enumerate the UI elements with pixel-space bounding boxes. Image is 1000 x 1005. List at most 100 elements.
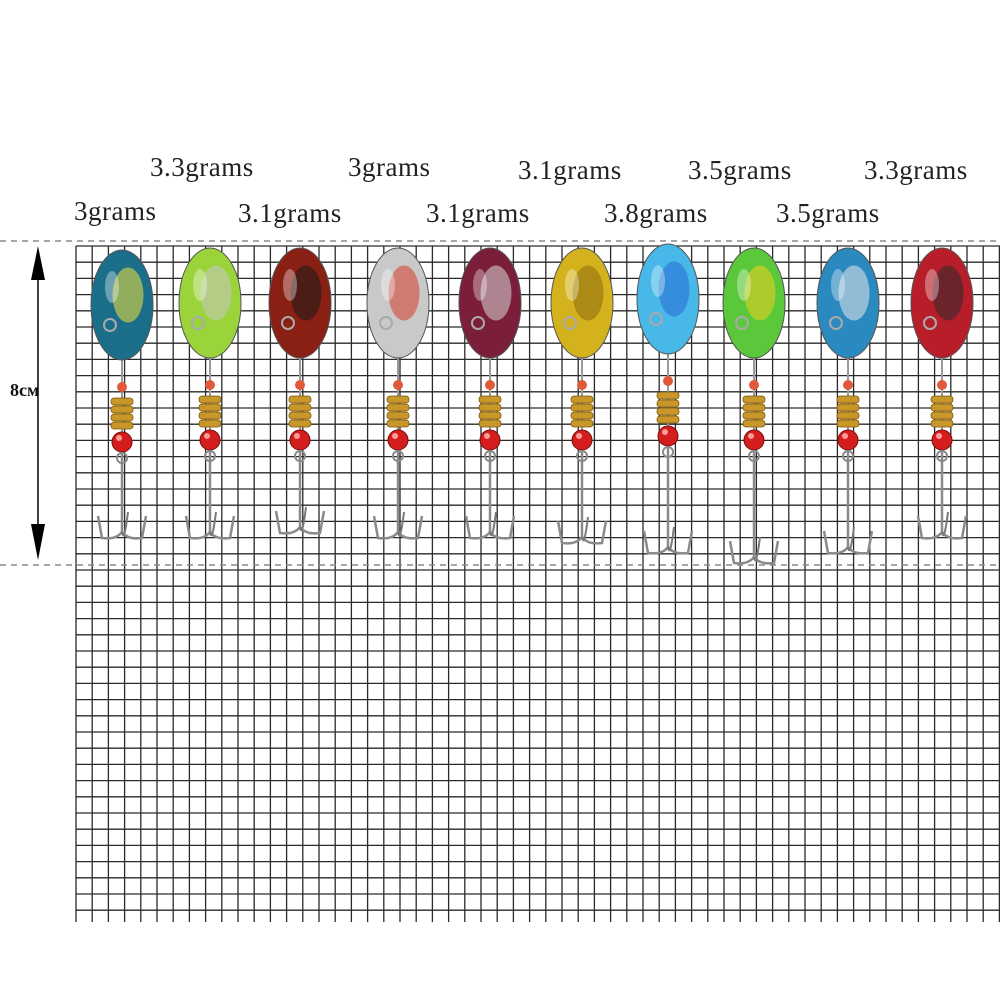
lure-body-ring [198, 419, 222, 428]
lure-small-bead [485, 380, 495, 390]
hook-point-left [556, 520, 583, 545]
hook-point-center [489, 511, 497, 537]
lure-red-bead [479, 429, 501, 451]
lure-swivel [379, 316, 393, 330]
lure-small-bead [117, 382, 127, 392]
hook-eye [662, 446, 674, 458]
lure-blade-accent [290, 265, 322, 321]
lure-swivel [563, 316, 577, 330]
spinner-lure [550, 247, 614, 545]
lure-weight-label: 3.1grams [426, 198, 530, 228]
lure-body-ring [198, 403, 222, 412]
lure-red-bead [743, 429, 765, 451]
lure-weight-label: 3.5grams [688, 155, 792, 185]
hook-point-center [397, 511, 405, 537]
lure-swivel [829, 316, 843, 330]
hook-point-left [184, 515, 211, 540]
hook-eye [204, 450, 216, 462]
lure-body-ring [656, 415, 680, 424]
lure-body-ring [198, 411, 222, 420]
lure-body-ring [198, 395, 222, 404]
hook-eye [392, 450, 404, 462]
lure-red-bead [199, 429, 221, 451]
lure-red-bead-shine [392, 433, 398, 439]
lure-body-ring [478, 395, 502, 404]
lure-blade-highlight [105, 271, 119, 303]
spinner-lure [816, 247, 880, 555]
lure-red-bead-shine [204, 433, 210, 439]
lure-weight-label: 3.1grams [238, 198, 342, 228]
hook-point-left [464, 515, 491, 540]
hook-eye [842, 450, 854, 462]
lure-body-ring [570, 395, 594, 404]
spinner-lure [178, 247, 242, 540]
lure-blade-highlight [193, 269, 207, 301]
hook-eye [484, 450, 496, 462]
lure-small-bead [937, 380, 947, 390]
lure-small-bead [577, 380, 587, 390]
spinner-lure [636, 243, 700, 555]
lure-blade-accent [744, 265, 776, 321]
hook-point-center [299, 506, 307, 532]
lure-body-ring [570, 419, 594, 428]
lure-swivel [103, 318, 117, 332]
lure-body-ring [836, 403, 860, 412]
lure-small-bead [205, 380, 215, 390]
lure-blade-accent [480, 265, 512, 321]
hook-point-center [121, 511, 129, 537]
lure-body-ring [110, 421, 134, 430]
hook-point-center [753, 536, 761, 562]
lure-blade-accent [838, 265, 870, 321]
lure-body-ring [478, 403, 502, 412]
hook-eye [748, 450, 760, 462]
lure-blade-highlight [925, 269, 939, 301]
lure-blade-accent [572, 265, 604, 321]
spinner-lure [910, 247, 974, 540]
lure-body-ring [836, 395, 860, 404]
hook-eye [936, 450, 948, 462]
lure-body-ring [110, 397, 134, 406]
lure-weight-label: 3.3grams [864, 155, 968, 185]
dimension-arrow [31, 246, 45, 560]
lure-body-ring [930, 411, 954, 420]
lure-red-bead-shine [484, 433, 490, 439]
lure-small-bead [843, 380, 853, 390]
lure-swivel [471, 316, 485, 330]
lure-body-ring [386, 403, 410, 412]
hook-point-center [667, 526, 675, 552]
lure-blade-accent [200, 265, 232, 321]
lure-blade-highlight [565, 269, 579, 301]
hook-point-center [847, 526, 855, 552]
lure-body-ring [288, 419, 312, 428]
lure-body-ring [656, 391, 680, 400]
lure-red-bead [657, 425, 679, 447]
lure-body-ring [570, 411, 594, 420]
lure-body-ring [930, 395, 954, 404]
lure-blade-highlight [651, 265, 665, 297]
lure-body-ring [742, 403, 766, 412]
lure-red-bead [111, 431, 133, 453]
lure-body-ring [930, 419, 954, 428]
lure-blade-highlight [737, 269, 751, 301]
lure-red-bead-shine [936, 433, 942, 439]
lure-body-ring [836, 411, 860, 420]
lure-body-ring [656, 399, 680, 408]
lure-red-bead-shine [116, 435, 122, 441]
lure-body-ring [742, 411, 766, 420]
lure-blade-accent [658, 261, 690, 317]
spinner-lure [366, 247, 430, 540]
spinner-lure [458, 247, 522, 540]
lure-body-ring [386, 395, 410, 404]
lure-body-ring [478, 411, 502, 420]
lure-weight-label: 3.1grams [518, 155, 622, 185]
lure-red-bead-shine [576, 433, 582, 439]
hook-eye [294, 450, 306, 462]
hook-point-left [728, 540, 755, 565]
hook-point-center [941, 511, 949, 537]
lure-swivel [735, 316, 749, 330]
lure-body-ring [570, 403, 594, 412]
lure-blade-highlight [283, 269, 297, 301]
hook-point-left [642, 530, 669, 555]
